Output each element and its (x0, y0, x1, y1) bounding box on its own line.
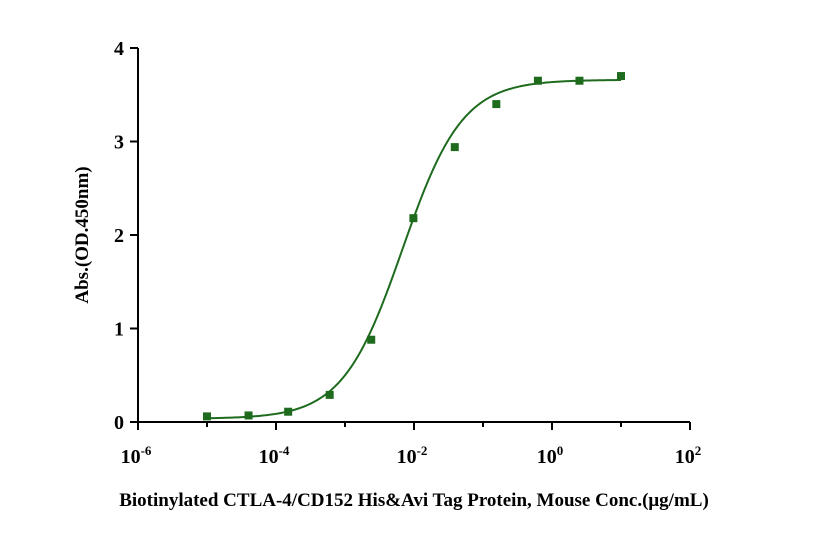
data-point (575, 76, 584, 85)
y-tick-label: 2 (114, 225, 124, 247)
fit-curve (206, 79, 622, 420)
y-tick-label: 0 (114, 412, 124, 434)
axes: 0 1 2 3 4 10-6 10-4 10-2 100 102 (114, 38, 701, 468)
data-point (617, 72, 625, 81)
x-axis-label: Biotinylated CTLA-4/CD152 His&Avi Tag Pr… (119, 490, 709, 511)
data-point (533, 76, 542, 85)
data-point (492, 100, 501, 109)
data-point (244, 411, 253, 420)
x-tick-label: 10-2 (397, 443, 428, 468)
y-axis-label: Abs.(OD.450nm) (72, 166, 93, 303)
x-tick-label: 10-6 (121, 443, 152, 468)
x-tick-label: 10-4 (259, 443, 290, 468)
data-point (203, 412, 211, 421)
y-tick-label: 3 (114, 132, 124, 154)
data-point (284, 407, 293, 416)
data-point (409, 214, 418, 223)
x-tick-label: 100 (537, 443, 564, 468)
y-tick-label: 4 (114, 38, 124, 60)
data-point (450, 143, 459, 152)
fit-curve-group (206, 79, 622, 420)
x-tick-label: 102 (675, 443, 702, 468)
data-points (203, 72, 625, 421)
data-point (367, 335, 376, 344)
y-tick-label: 1 (114, 319, 124, 341)
axis-labels: Abs.(OD.450nm) Biotinylated CTLA-4/CD152… (72, 166, 709, 511)
data-point (325, 390, 334, 399)
